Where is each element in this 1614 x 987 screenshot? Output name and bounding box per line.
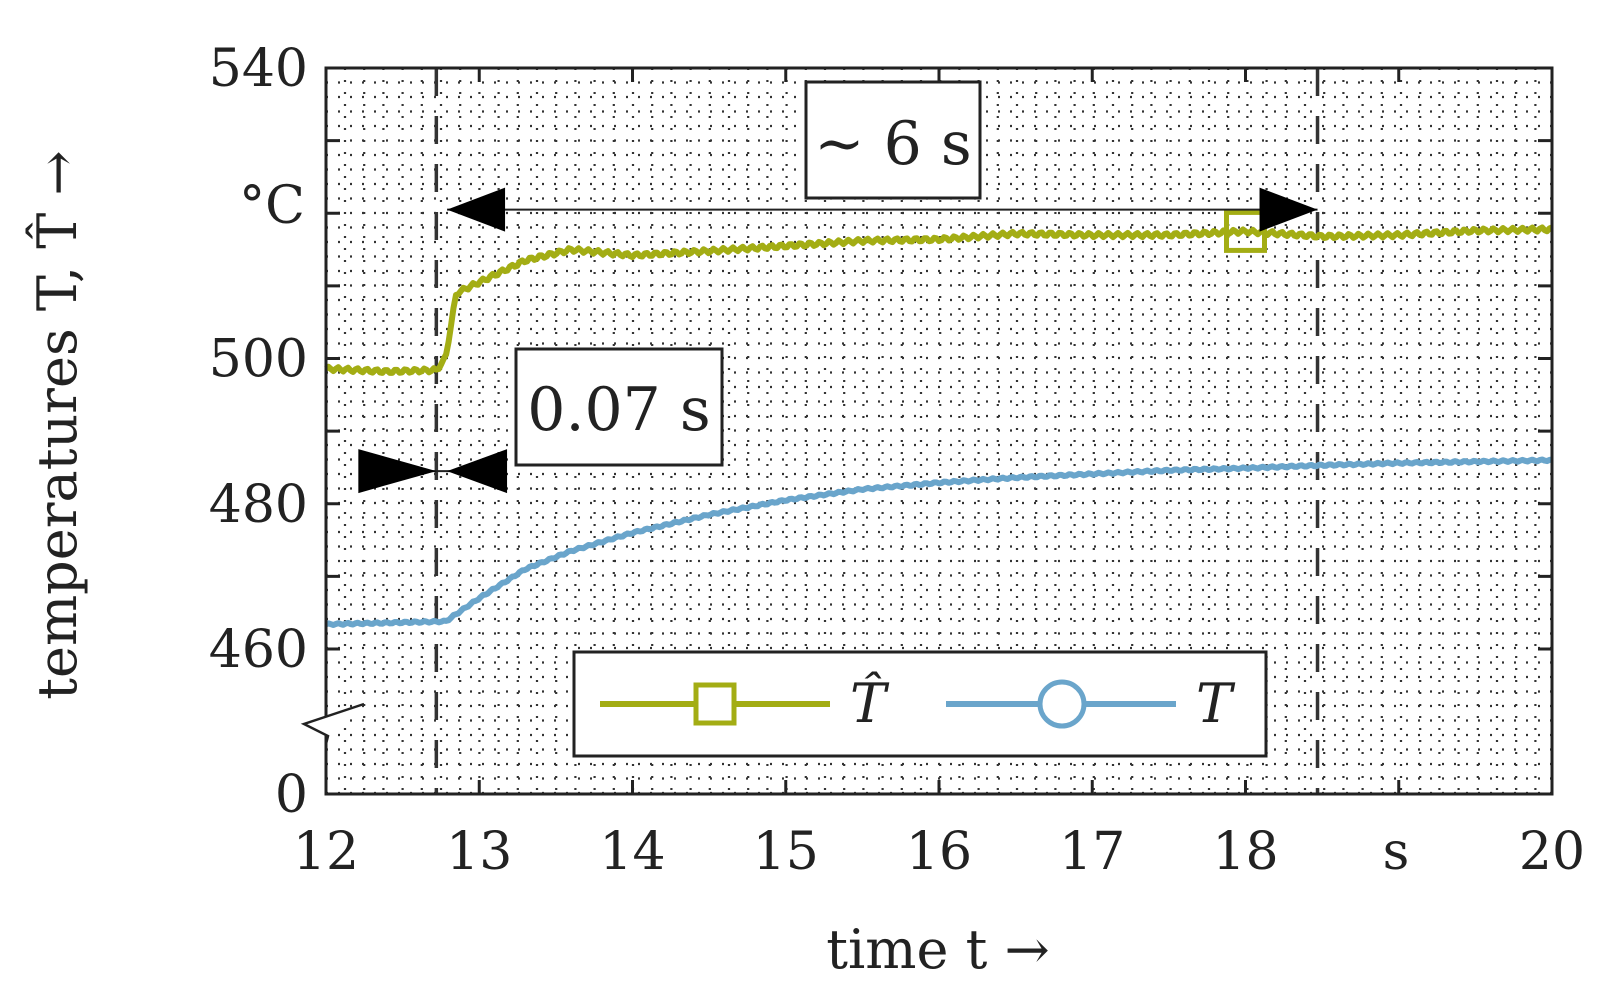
- y-tick-label: 0: [275, 765, 308, 825]
- legend: T̂ T: [572, 650, 1268, 758]
- annotation-text-long: ~ 6 s: [814, 109, 971, 179]
- series-lines: [324, 209, 1554, 628]
- legend-label-t: T: [1196, 672, 1236, 735]
- x-tick-label: 17: [1059, 822, 1125, 882]
- x-tick-label: 13: [446, 822, 512, 882]
- annotation-arrow-right: [447, 449, 508, 494]
- y-tick-label: 460: [209, 620, 308, 680]
- x-tick-label: 14: [599, 822, 665, 882]
- x-tick-label: 18: [1212, 822, 1278, 882]
- annotation-text-short: 0.07 s: [527, 375, 710, 445]
- annotation-box-long: [804, 80, 982, 200]
- series-marker-square: [1224, 209, 1267, 253]
- x-tick-label: 12: [293, 822, 359, 882]
- legend-marker-circle: [1037, 679, 1087, 729]
- annotations: 0.07 s ~ 6 s: [358, 80, 1318, 494]
- x-tick-label: 16: [906, 822, 972, 882]
- legend-marker-square: [693, 682, 737, 726]
- annotation-arrow-left: [358, 449, 437, 494]
- series-line-that: [324, 224, 1554, 376]
- y-tick-label: 480: [209, 475, 308, 535]
- y-tick-label: 500: [209, 330, 308, 390]
- annotation-arrow-right: [1259, 187, 1318, 232]
- x-tick-label: 15: [753, 822, 819, 882]
- vertical-markers: [434, 68, 1320, 794]
- y-axis-break-mark: [300, 702, 365, 745]
- y-tick-label: 540: [209, 39, 308, 99]
- series-line-t: [324, 456, 1553, 628]
- annotation-arrow-left: [447, 187, 506, 232]
- x-tick-label: 20: [1519, 822, 1585, 882]
- annotation-box-short: [514, 347, 724, 467]
- legend-label-that: T̂: [850, 671, 890, 735]
- axis-ticks: 12 13 14 15 16 17 18 20 0 460 480 500 540: [209, 39, 1585, 882]
- y-axis-label: temperatures T, T̂ →: [25, 150, 89, 699]
- x-unit-label: s: [1383, 822, 1410, 882]
- y-unit-label: °C: [239, 176, 305, 236]
- x-axis-label: time t →: [826, 918, 1049, 981]
